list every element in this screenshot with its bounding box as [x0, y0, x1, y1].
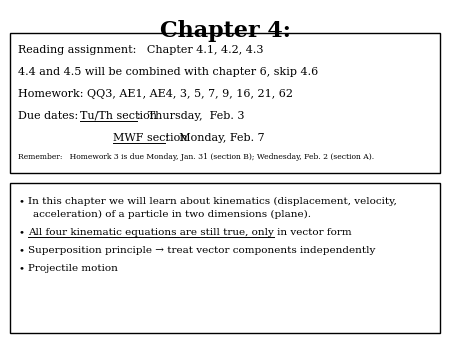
- Text: Superposition principle → treat vector components independently: Superposition principle → treat vector c…: [28, 246, 375, 255]
- FancyBboxPatch shape: [10, 33, 440, 173]
- Text: •: •: [18, 264, 24, 273]
- FancyBboxPatch shape: [10, 183, 440, 333]
- Text: All four kinematic equations are still true, only in vector form: All four kinematic equations are still t…: [28, 228, 351, 237]
- Text: Remember:   Homework 3 is due Monday, Jan. 31 (section B); Wednesday, Feb. 2 (se: Remember: Homework 3 is due Monday, Jan.…: [18, 153, 374, 161]
- Text: :   Monday, Feb. 7: : Monday, Feb. 7: [165, 133, 265, 143]
- Text: MWF section: MWF section: [113, 133, 188, 143]
- Text: acceleration) of a particle in two dimensions (plane).: acceleration) of a particle in two dimen…: [33, 210, 311, 219]
- Text: Due dates:: Due dates:: [18, 111, 99, 121]
- Text: Tu/Th section: Tu/Th section: [80, 111, 157, 121]
- Text: •: •: [18, 246, 24, 255]
- Text: •: •: [18, 197, 24, 206]
- Text: Chapter 4:: Chapter 4:: [160, 20, 290, 42]
- Text: Homework: QQ3, AE1, AE4, 3, 5, 7, 9, 16, 21, 62: Homework: QQ3, AE1, AE4, 3, 5, 7, 9, 16,…: [18, 89, 293, 99]
- Text: :  Thursday,  Feb. 3: : Thursday, Feb. 3: [137, 111, 244, 121]
- Text: •: •: [18, 228, 24, 237]
- Text: In this chapter we will learn about kinematics (displacement, velocity,: In this chapter we will learn about kine…: [28, 197, 397, 206]
- Text: Projectile motion: Projectile motion: [28, 264, 118, 273]
- Text: 4.4 and 4.5 will be combined with chapter 6, skip 4.6: 4.4 and 4.5 will be combined with chapte…: [18, 67, 318, 77]
- Text: Reading assignment:   Chapter 4.1, 4.2, 4.3: Reading assignment: Chapter 4.1, 4.2, 4.…: [18, 45, 264, 55]
